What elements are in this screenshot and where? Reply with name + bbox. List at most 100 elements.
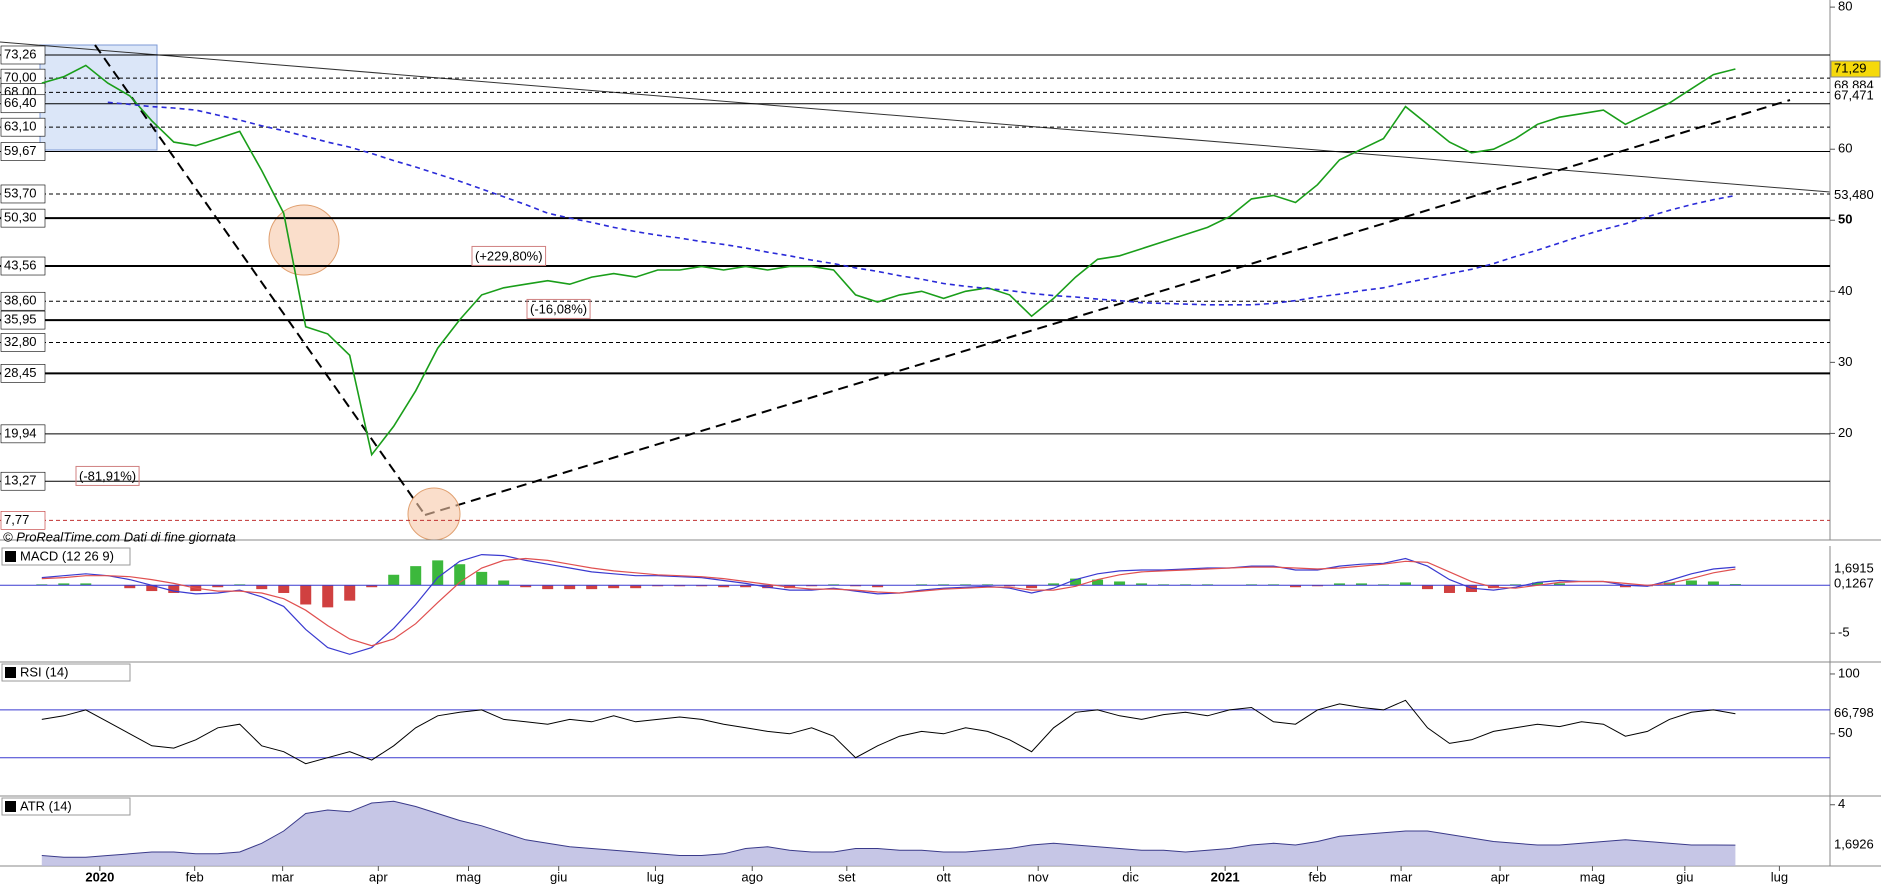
x-tick-label: 2021: [1211, 869, 1240, 884]
highlight-circle: [407, 487, 461, 541]
histogram-bar: [586, 585, 598, 590]
y-tick-label: -5: [1838, 625, 1850, 640]
histogram-bar: [498, 580, 510, 586]
histogram-bar: [278, 585, 290, 593]
histogram-bar: [256, 585, 268, 590]
histogram-bar: [1729, 584, 1741, 586]
histogram-bar: [872, 585, 884, 588]
x-tick-label: lug: [647, 869, 664, 884]
x-tick-label: lug: [1771, 869, 1788, 884]
value-marker-label: 71,29: [1834, 60, 1867, 75]
histogram-bar: [454, 564, 466, 586]
y-tick-label: 20: [1838, 425, 1852, 440]
annotation: (+229,80%): [475, 248, 543, 263]
histogram-bar: [388, 574, 400, 586]
histogram-bar: [168, 585, 180, 593]
panel-title: ATR (14): [20, 798, 72, 813]
histogram-bar: [608, 585, 620, 589]
histogram-bar: [58, 583, 70, 586]
value-marker: [1830, 60, 1881, 78]
level-label: 32,80: [4, 334, 37, 349]
histogram-bar: [1685, 580, 1697, 586]
level-label-box: [0, 94, 46, 114]
annotation: (-16,08%): [530, 301, 587, 316]
panel-title-box: [1, 547, 131, 566]
value-marker-label: 1,6915: [1834, 561, 1874, 576]
source-note: © ProRealTime.com Dati di fine giornata: [3, 529, 236, 544]
histogram-bar: [322, 585, 334, 608]
histogram-bar: [1026, 585, 1038, 589]
trend-line: [424, 99, 1791, 516]
panel-title-box: [1, 663, 131, 682]
x-tick-label: giu: [550, 869, 567, 884]
level-label-box: [0, 511, 46, 530]
x-tick-label: mag: [1580, 869, 1605, 884]
histogram-bar: [410, 566, 422, 586]
y-tick-label: 40: [1838, 283, 1852, 298]
x-tick-label: ott: [936, 869, 951, 884]
panel-icon: [5, 551, 16, 562]
histogram-bar: [718, 585, 730, 588]
histogram-bar: [1531, 582, 1543, 586]
x-tick-label: 2020: [85, 869, 114, 884]
value-marker-label: 1,6926: [1834, 837, 1874, 852]
x-tick-label: feb: [186, 869, 204, 884]
level-label: 63,10: [4, 119, 37, 134]
value-marker: [1831, 837, 1880, 854]
level-label: 13,27: [4, 473, 37, 488]
histogram-bar: [432, 560, 444, 586]
level-label-box: [0, 291, 46, 311]
x-tick-label: feb: [1308, 869, 1326, 884]
histogram-bar: [1553, 583, 1565, 586]
level-label: 38,60: [4, 293, 37, 308]
series-line: [41, 699, 1736, 765]
histogram-bar: [1048, 583, 1060, 586]
value-marker: [1831, 705, 1880, 722]
panel-title-box: [1, 797, 131, 816]
trend-line: [0, 41, 1831, 193]
highlight-box: [39, 44, 158, 151]
level-label-box: [0, 208, 46, 228]
histogram-bar: [124, 585, 136, 589]
level-label-box: [0, 471, 46, 491]
level-label-box: [0, 310, 46, 330]
level-label: 70,00: [4, 70, 37, 85]
histogram-bar: [1443, 585, 1455, 593]
value-marker: [1831, 561, 1880, 578]
annotation-box: [471, 245, 547, 266]
annotation-box: [75, 465, 140, 486]
series-line: [41, 800, 1736, 858]
histogram-bar: [212, 585, 224, 588]
histogram-bar: [476, 571, 488, 586]
value-marker-label: 0,1267: [1834, 576, 1874, 591]
level-label: 73,26: [4, 46, 37, 61]
panel-title: RSI (14): [20, 664, 68, 679]
histogram-bar: [1619, 585, 1631, 588]
y-tick-label: 30: [1838, 354, 1852, 369]
y-tick-label: 50: [1838, 212, 1852, 227]
area: [41, 801, 1736, 866]
value-marker: [1831, 576, 1880, 593]
histogram-bar: [80, 583, 92, 586]
level-label-box: [0, 142, 46, 161]
level-label: 50,30: [4, 210, 37, 225]
x-tick-label: apr: [1491, 869, 1510, 884]
x-tick-label: nov: [1028, 869, 1049, 884]
y-tick-label: 100: [1838, 665, 1860, 680]
histogram-bar: [1114, 581, 1126, 586]
y-tick-label: 60: [1838, 141, 1852, 156]
highlight-circle: [268, 204, 340, 276]
histogram-bar: [542, 585, 554, 590]
annotation: (-81,91%): [79, 468, 136, 483]
histogram-bar: [1421, 585, 1433, 590]
x-tick-label: ago: [741, 869, 763, 884]
drawing-layer: [0, 41, 1831, 541]
x-tick-label: giu: [1676, 869, 1693, 884]
histogram-bar: [366, 585, 378, 588]
x-tick-label: set: [838, 869, 856, 884]
level-label-box: [0, 256, 46, 276]
x-tick-label: mar: [1390, 869, 1413, 884]
level-label: 53,70: [4, 185, 37, 200]
level-label: 19,94: [4, 425, 37, 440]
